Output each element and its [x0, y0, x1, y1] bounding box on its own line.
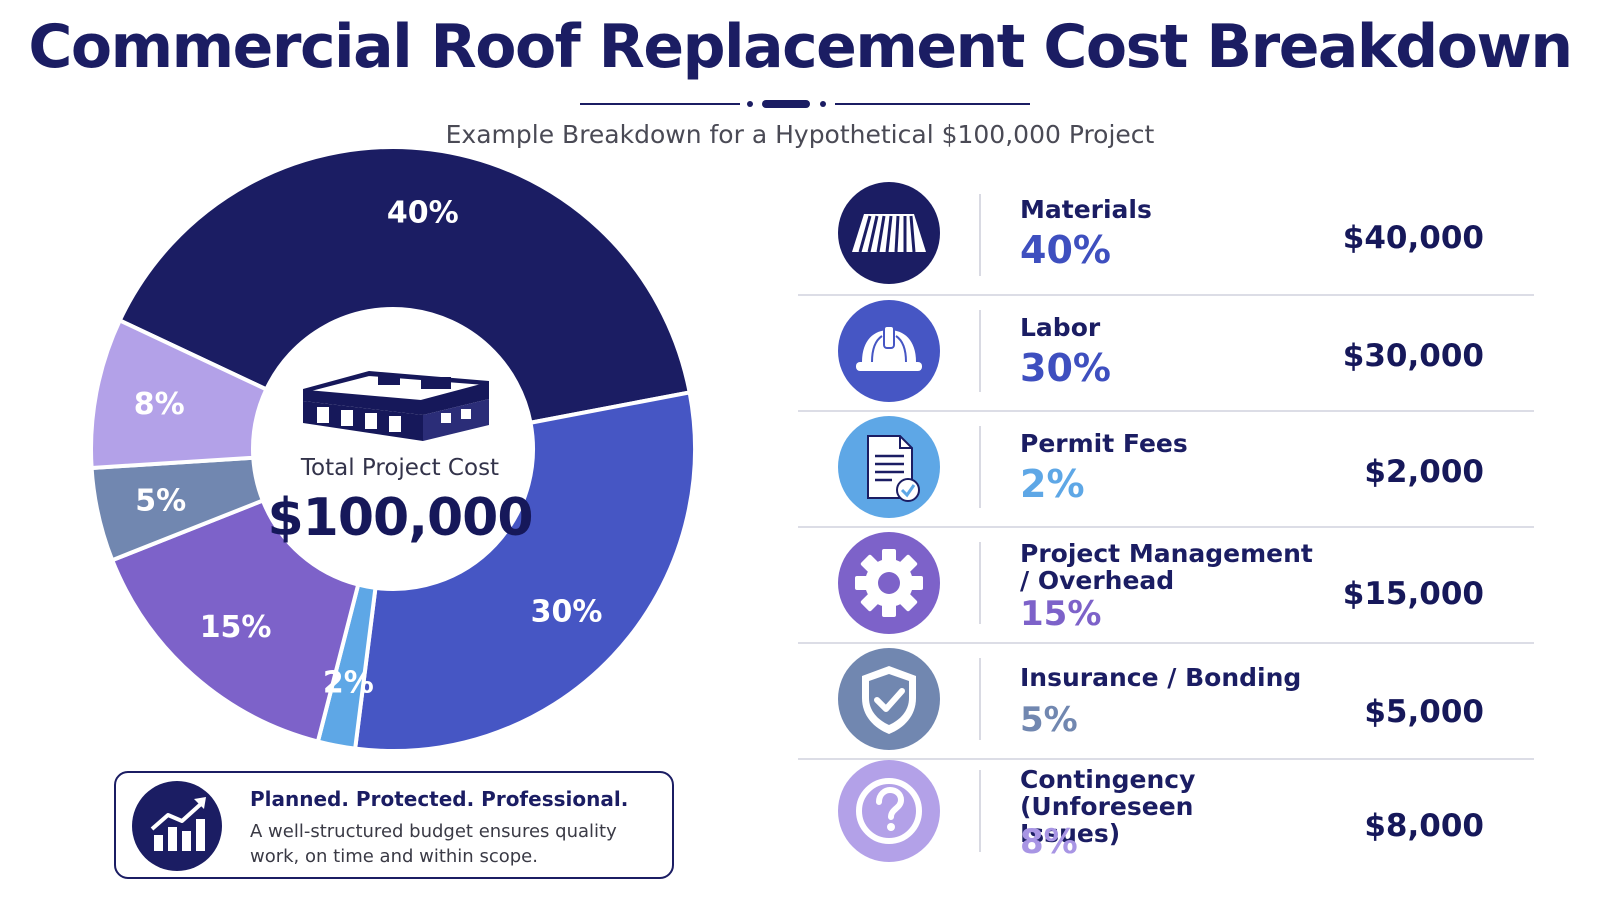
row-separator [979, 658, 981, 740]
cost-row-contingency: Contingency (Unforeseen Issues) 8% $8,00… [798, 760, 1534, 876]
donut-slice-label: 40% [387, 195, 459, 230]
row-label: Project Management / Overhead [1020, 539, 1313, 595]
row-separator [979, 310, 981, 392]
row-separator [979, 426, 981, 508]
row-percent: 5% [1020, 700, 1078, 740]
cost-row-insurance: Insurance / Bonding 5% $5,000 [798, 644, 1534, 760]
row-label: Insurance / Bonding [1020, 663, 1302, 692]
row-amount: $40,000 [1342, 220, 1484, 256]
growth-chart-icon [132, 781, 222, 871]
row-label: Labor [1020, 313, 1101, 342]
tagline-text: A well-structured budget ensures quality… [250, 821, 617, 867]
row-amount: $2,000 [1364, 454, 1484, 490]
row-amount: $30,000 [1342, 338, 1484, 374]
cost-row-labor: Labor 30% $30,000 [798, 296, 1534, 412]
total-cost-label: Total Project Cost [300, 455, 500, 481]
donut-slice-materials [117, 145, 692, 426]
row-divider [798, 294, 1534, 296]
row-label: Permit Fees [1020, 429, 1188, 458]
row-percent: 15% [1020, 594, 1102, 634]
cost-row-materials: Materials 40% $40,000 [798, 178, 1534, 296]
donut-slice-label: 5% [135, 483, 186, 518]
donut-slice-labor [352, 390, 697, 753]
gear-icon [838, 532, 940, 634]
question-mark-icon [838, 760, 940, 862]
subtitle: Example Breakdown for a Hypothetical $10… [445, 120, 1155, 149]
donut-slice-project-management-overhead [109, 497, 361, 744]
donut-slice-label: 2% [323, 665, 374, 700]
row-amount: $5,000 [1364, 694, 1484, 730]
row-separator [979, 194, 981, 276]
row-divider [798, 642, 1534, 644]
row-percent: 2% [1020, 462, 1085, 506]
donut-slice-label: 30% [531, 594, 603, 629]
roof-panel-icon [838, 182, 940, 284]
row-divider [798, 526, 1534, 528]
row-percent: 8% [1020, 822, 1078, 862]
donut-slice-label: 8% [134, 387, 185, 422]
tagline-box: Planned. Protected. Professional. A well… [114, 771, 674, 879]
row-label: Materials [1020, 195, 1152, 224]
row-separator [979, 770, 981, 852]
cost-row-project-management: Project Management / Overhead 15% $15,00… [798, 528, 1534, 644]
row-separator [979, 542, 981, 624]
row-percent: 40% [1020, 228, 1111, 272]
document-check-icon [838, 416, 940, 518]
tagline-heading: Planned. Protected. Professional. [250, 787, 629, 811]
total-cost-value: $100,000 [267, 488, 533, 548]
page-title: Commercial Roof Replacement Cost Breakdo… [28, 12, 1573, 82]
row-label: Contingency (Unforeseen Issues) [1020, 765, 1196, 848]
row-divider [798, 410, 1534, 412]
donut-slice-contingency-unforeseen-issues [89, 317, 269, 471]
title-divider-ornament [580, 100, 1030, 108]
hard-hat-icon [838, 300, 940, 402]
shield-check-icon [838, 648, 940, 750]
row-percent: 30% [1020, 346, 1111, 390]
row-amount: $15,000 [1342, 576, 1484, 612]
donut-chart: 40% 30% 2% 15% 5% 8% [89, 145, 697, 753]
donut-slice-label: 15% [200, 610, 272, 645]
row-amount: $8,000 [1364, 808, 1484, 844]
row-divider [798, 758, 1534, 760]
commercial-building-icon [303, 371, 489, 441]
cost-row-permit-fees: Permit Fees 2% $2,000 [798, 412, 1534, 528]
